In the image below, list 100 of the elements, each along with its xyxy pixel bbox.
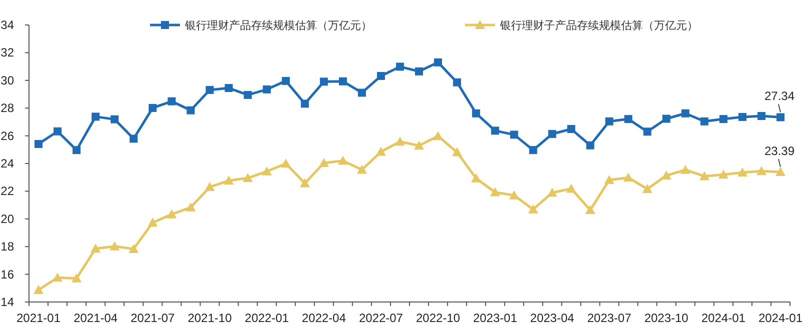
point bbox=[90, 244, 101, 253]
point bbox=[224, 84, 233, 92]
point bbox=[757, 112, 766, 120]
point bbox=[681, 109, 690, 118]
point bbox=[452, 147, 462, 156]
point bbox=[415, 67, 424, 76]
y-tick-label: 26 bbox=[0, 128, 14, 143]
point bbox=[168, 97, 176, 106]
point bbox=[718, 170, 728, 179]
point bbox=[54, 127, 62, 136]
point bbox=[642, 184, 652, 193]
point bbox=[204, 182, 215, 192]
legend-label: 银行理财产品存续规模估算（万亿元） bbox=[184, 19, 372, 32]
point bbox=[320, 78, 328, 86]
x-tick-label: 2022-04 bbox=[302, 311, 346, 325]
point bbox=[605, 117, 614, 126]
point bbox=[472, 109, 480, 118]
point bbox=[433, 131, 444, 140]
data-label: 23.39 bbox=[764, 144, 795, 158]
point bbox=[52, 272, 63, 282]
point bbox=[242, 173, 253, 182]
x-tick-label: 2023-04 bbox=[530, 311, 575, 325]
point bbox=[453, 78, 462, 86]
point bbox=[300, 100, 309, 108]
y-tick-label: 18 bbox=[0, 240, 14, 254]
x-tick-label: 2022-07 bbox=[358, 311, 404, 325]
point bbox=[661, 170, 672, 180]
y-tick-label: 14 bbox=[0, 295, 14, 309]
point bbox=[34, 140, 43, 148]
point bbox=[547, 188, 558, 197]
y-tick-label: 30 bbox=[0, 73, 14, 88]
y-tick-label: 34 bbox=[0, 18, 14, 32]
point bbox=[376, 72, 385, 80]
point bbox=[356, 164, 367, 174]
x-tick-label: 2021-07 bbox=[130, 311, 176, 325]
x-tick-label: 2024-01 bbox=[758, 311, 803, 325]
point bbox=[756, 166, 766, 176]
point bbox=[148, 104, 157, 112]
point bbox=[643, 128, 652, 136]
point bbox=[300, 178, 310, 188]
point bbox=[700, 117, 708, 126]
point bbox=[186, 202, 196, 212]
point bbox=[110, 241, 120, 250]
y-tick-label: 22 bbox=[0, 184, 14, 198]
point bbox=[737, 168, 748, 176]
point bbox=[338, 156, 348, 165]
point bbox=[586, 141, 594, 150]
point bbox=[280, 158, 291, 168]
point bbox=[166, 209, 177, 218]
x-tick-label: 2021-01 bbox=[16, 311, 61, 325]
y-tick-label: 24 bbox=[0, 156, 14, 170]
point bbox=[719, 115, 728, 124]
point bbox=[738, 112, 746, 121]
point bbox=[72, 146, 81, 154]
point bbox=[376, 146, 386, 156]
point bbox=[529, 146, 538, 154]
y-tick-label: 32 bbox=[0, 46, 14, 60]
point bbox=[262, 166, 272, 176]
x-tick-label: 2023-07 bbox=[587, 311, 632, 325]
point bbox=[434, 58, 442, 66]
point bbox=[491, 126, 500, 135]
point bbox=[548, 130, 556, 138]
x-tick-label: 2023-01 bbox=[473, 311, 518, 325]
point bbox=[624, 115, 632, 124]
y-tick-label: 20 bbox=[0, 212, 14, 226]
point bbox=[699, 171, 710, 180]
point bbox=[510, 130, 518, 139]
data-label: 27.34 bbox=[764, 89, 795, 104]
point bbox=[262, 85, 271, 94]
point bbox=[414, 140, 424, 150]
y-tick-label: 16 bbox=[0, 267, 14, 282]
point bbox=[148, 218, 158, 227]
point bbox=[72, 273, 82, 282]
point bbox=[92, 112, 100, 121]
point bbox=[585, 205, 596, 214]
x-tick-label: 2022-01 bbox=[244, 311, 290, 325]
point bbox=[206, 86, 214, 94]
y-tick-label: 28 bbox=[0, 101, 14, 116]
legend-label: 银行理财子产品存续规模估算（万亿元） bbox=[499, 19, 698, 32]
point bbox=[680, 164, 690, 174]
x-tick-label: 2021-04 bbox=[74, 311, 118, 325]
point bbox=[396, 62, 404, 71]
x-tick-label: 2023-10 bbox=[644, 311, 689, 325]
point bbox=[567, 125, 576, 134]
point bbox=[282, 76, 290, 85]
point bbox=[662, 114, 670, 123]
point bbox=[244, 90, 252, 99]
x-tick-label: 2024-01 bbox=[701, 311, 746, 325]
point bbox=[34, 284, 44, 294]
point bbox=[110, 115, 119, 124]
point bbox=[186, 106, 195, 114]
point bbox=[394, 136, 405, 146]
point bbox=[358, 88, 366, 97]
point bbox=[776, 113, 784, 122]
point bbox=[128, 244, 139, 253]
point bbox=[604, 174, 614, 184]
x-tick-label: 2022-10 bbox=[416, 311, 460, 325]
x-tick-label: 2021-10 bbox=[188, 311, 232, 325]
point bbox=[566, 184, 576, 193]
point bbox=[623, 172, 634, 182]
